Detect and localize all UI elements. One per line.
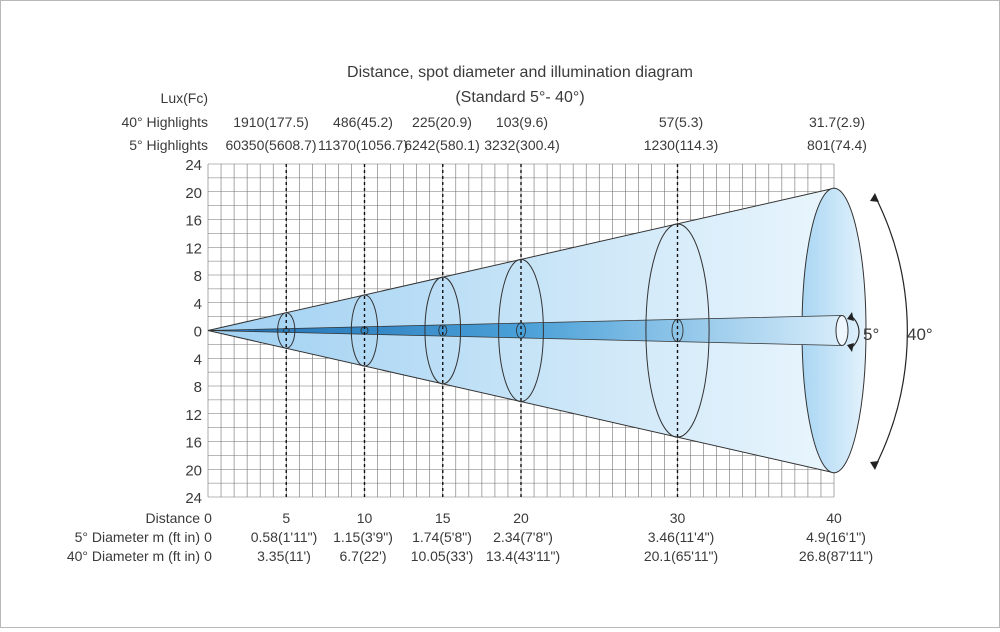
labels: Distance, spot diameter and illumination… bbox=[67, 64, 933, 564]
arrow-5-top bbox=[847, 312, 854, 321]
diameter-40-value: 13.4(43'11") bbox=[486, 548, 560, 564]
diameter-40-label: 40° Diameter m (ft in) bbox=[67, 548, 200, 564]
y-tick-label: 16 bbox=[185, 435, 202, 452]
chart-title: Distance, spot diameter and illumination… bbox=[347, 64, 693, 81]
highlight-5-value: 801(74.4) bbox=[807, 137, 867, 153]
angle-label-5: 5° bbox=[863, 325, 879, 344]
distance-value: 0 bbox=[204, 510, 212, 526]
highlight-5-value: 11370(1056.7) bbox=[318, 137, 408, 153]
y-tick-label: 4 bbox=[194, 351, 202, 368]
y-tick-label: 4 bbox=[194, 296, 202, 313]
diameter-40-value: 26.8(87'11") bbox=[799, 548, 873, 564]
y-tick-label: 24 bbox=[185, 157, 202, 174]
y-tick-label: 8 bbox=[194, 268, 202, 285]
distance-value: 40 bbox=[826, 510, 842, 526]
highlight-5-value: 6242(580.1) bbox=[404, 137, 480, 153]
highlight-40-value: 225(20.9) bbox=[412, 114, 472, 130]
inner-cone-end bbox=[835, 315, 849, 346]
section-ellipse-40 bbox=[645, 223, 710, 438]
section-ellipse-40 bbox=[424, 276, 462, 385]
angle-arc-40 bbox=[874, 195, 908, 468]
diameter-5-label: 5° Diameter m (ft in) bbox=[75, 529, 200, 545]
distance-value: 10 bbox=[357, 510, 373, 526]
y-tick-label: 8 bbox=[194, 379, 202, 396]
highlight-40-value: 1910(177.5) bbox=[233, 114, 309, 130]
distance-label: Distance bbox=[146, 510, 201, 526]
diameter-40-value: 20.1(65'11") bbox=[644, 548, 718, 564]
diameter-5-value: 4.9(16'1") bbox=[806, 529, 866, 545]
diameter-5-value: 3.46(11'4") bbox=[648, 529, 715, 545]
highlight-5-value: 60350(5608.7) bbox=[225, 137, 316, 153]
diameter-5-value: 1.15(3'9") bbox=[333, 529, 393, 545]
distance-value: 20 bbox=[513, 510, 529, 526]
highlight-40-value: 486(45.2) bbox=[333, 114, 393, 130]
section-ellipse-40 bbox=[498, 258, 544, 403]
y-tick-label: 20 bbox=[185, 462, 202, 479]
diameter-40-value: 0 bbox=[204, 548, 212, 564]
highlight-5-value: 3232(300.4) bbox=[484, 137, 560, 153]
section-ellipse-5 bbox=[438, 324, 448, 337]
section-ellipse-40 bbox=[350, 294, 379, 367]
arrow-5-bottom bbox=[847, 343, 854, 352]
diameter-5-value: 0.58(1'11") bbox=[251, 529, 318, 545]
angle-arc-5 bbox=[850, 315, 860, 349]
highlight-40-value: 31.7(2.9) bbox=[809, 114, 865, 130]
y-tick-label: 20 bbox=[185, 185, 202, 202]
distance-value: 5 bbox=[282, 510, 290, 526]
section-ellipse-40 bbox=[277, 312, 296, 349]
y-tick-label: 24 bbox=[185, 490, 202, 507]
y-tick-label: 12 bbox=[185, 240, 202, 257]
distance-value: 30 bbox=[670, 510, 686, 526]
diameter-40-value: 10.05(33') bbox=[411, 548, 474, 564]
lux-header: Lux(Fc) bbox=[161, 90, 208, 106]
distance-markers bbox=[285, 164, 679, 497]
diameter-5-value: 1.74(5'8") bbox=[412, 529, 472, 545]
beam-cone bbox=[207, 187, 908, 474]
y-tick-label: 12 bbox=[185, 407, 202, 424]
distance-value: 15 bbox=[435, 510, 451, 526]
diameter-40-value: 6.7(22') bbox=[339, 548, 386, 564]
arrow-40-top bbox=[870, 193, 879, 202]
y-tick-label: 16 bbox=[185, 213, 202, 230]
section-ellipse-5 bbox=[671, 318, 684, 343]
y-tick-label: 0 bbox=[194, 324, 202, 341]
highlight-40-value: 103(9.6) bbox=[496, 114, 548, 130]
diameter-40-value: 3.35(11') bbox=[257, 548, 311, 564]
chart-subtitle: (Standard 5°- 40°) bbox=[455, 89, 584, 106]
diameter-5-value: 0 bbox=[204, 529, 212, 545]
arrow-40-bottom bbox=[870, 461, 879, 470]
diameter-5-value: 2.34(7'8") bbox=[493, 529, 553, 545]
angle-label-40: 40° bbox=[907, 325, 933, 344]
highlights-40-label: 40° Highlights bbox=[121, 114, 208, 130]
highlight-5-value: 1230(114.3) bbox=[644, 137, 718, 153]
highlights-5-label: 5° Highlights bbox=[129, 137, 208, 153]
highlight-40-value: 57(5.3) bbox=[659, 114, 703, 130]
